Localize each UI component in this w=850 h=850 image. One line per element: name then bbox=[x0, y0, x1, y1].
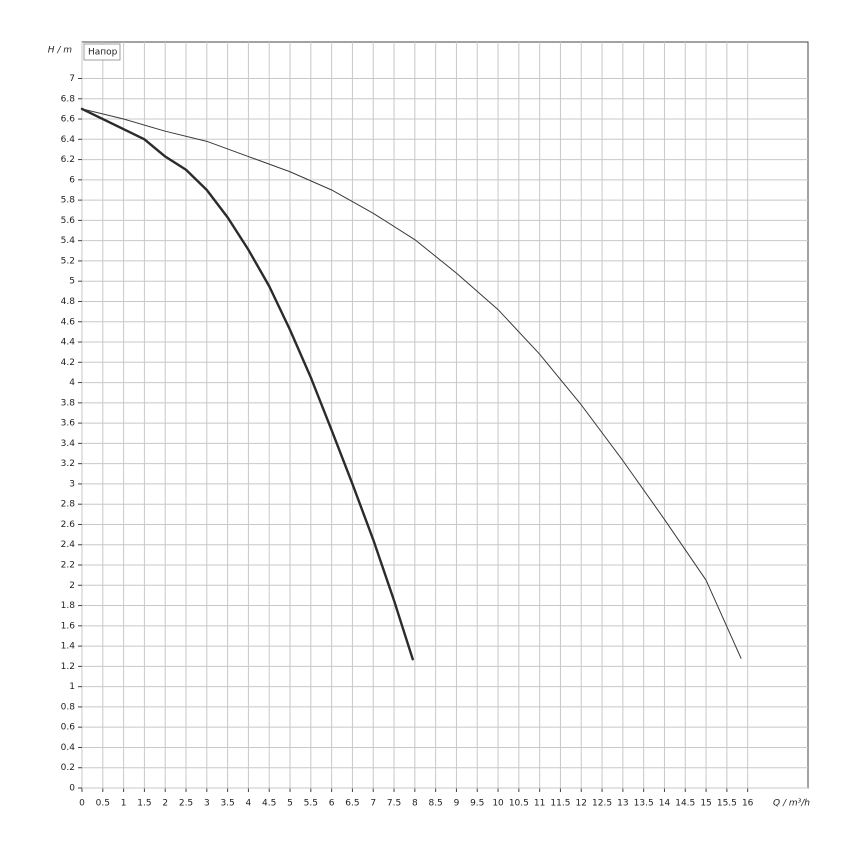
y-tick-label: 5.8 bbox=[61, 196, 76, 206]
x-tick-label: 5 bbox=[287, 799, 293, 809]
y-tick-label: 6.8 bbox=[61, 94, 76, 104]
y-tick-label: 1.2 bbox=[61, 662, 75, 672]
y-tick-label: 0.8 bbox=[61, 702, 76, 712]
y-tick-label: 2.4 bbox=[61, 540, 76, 550]
x-tick-label: 6 bbox=[329, 799, 335, 809]
y-tick-label: 6.4 bbox=[61, 135, 76, 145]
x-tick-label: 8 bbox=[412, 799, 418, 809]
y-tick-label: 5 bbox=[69, 277, 75, 287]
y-axis-label: H / m bbox=[48, 46, 73, 56]
x-tick-label: 15.5 bbox=[717, 799, 737, 809]
x-tick-label: 10.5 bbox=[509, 799, 529, 809]
y-tick-label: 2.8 bbox=[61, 500, 76, 510]
x-tick-label: 5.5 bbox=[304, 799, 318, 809]
y-tick-label: 1 bbox=[69, 682, 75, 692]
curve bbox=[80, 107, 414, 661]
y-tick-label: 6.2 bbox=[61, 155, 75, 165]
x-tick-label: 15 bbox=[700, 799, 711, 809]
curve bbox=[81, 108, 742, 659]
x-tick-label: 2.5 bbox=[179, 799, 193, 809]
y-tick-label: 0 bbox=[69, 784, 75, 794]
y-tick-label: 4.2 bbox=[61, 358, 75, 368]
x-tick-label: 4.5 bbox=[262, 799, 276, 809]
x-tick-label: 11.5 bbox=[550, 799, 570, 809]
x-tick-label: 14.5 bbox=[675, 799, 695, 809]
y-tick-label: 0.6 bbox=[61, 723, 76, 733]
y-tick-label: 2.6 bbox=[61, 520, 76, 530]
annotation-box bbox=[83, 43, 121, 61]
x-tick-label: 2 bbox=[162, 799, 168, 809]
x-tick-label: 13.5 bbox=[634, 799, 654, 809]
y-tick-label: 2.2 bbox=[61, 561, 75, 571]
y-tick-label: 3.2 bbox=[61, 459, 75, 469]
grid bbox=[78, 42, 808, 792]
y-tick-label: 3 bbox=[69, 479, 75, 489]
y-tick-label: 5.2 bbox=[61, 256, 75, 266]
x-tick-label: 6.5 bbox=[345, 799, 359, 809]
x-tick-label: 1.5 bbox=[137, 799, 151, 809]
x-tick-label: 16 bbox=[742, 799, 754, 809]
x-tick-label: 12.5 bbox=[592, 799, 612, 809]
lines bbox=[80, 107, 742, 661]
y-tick-label: 1.4 bbox=[61, 642, 76, 652]
annotation: Напор bbox=[88, 48, 118, 58]
x-tick-label: 0.5 bbox=[96, 799, 110, 809]
y-tick-label: 3.4 bbox=[61, 439, 76, 449]
x-tick-label: 3 bbox=[204, 799, 210, 809]
y-tick-label: 0.2 bbox=[61, 763, 75, 773]
x-tick-label: 10 bbox=[492, 799, 504, 809]
y-tick-label: 6 bbox=[69, 175, 75, 185]
y-tick-label: 4.8 bbox=[61, 297, 76, 307]
x-tick-label: 8.5 bbox=[428, 799, 442, 809]
y-tick-label: 4.6 bbox=[61, 317, 76, 327]
x-tick-label: 7 bbox=[370, 799, 376, 809]
x-tick-label: 12 bbox=[576, 799, 587, 809]
y-tick-label: 1.8 bbox=[61, 601, 76, 611]
x-tick-label: 11 bbox=[534, 799, 545, 809]
x-tick-label: 13 bbox=[617, 799, 628, 809]
x-tick-label: 9 bbox=[454, 799, 460, 809]
x-tick-label: 4 bbox=[246, 799, 252, 809]
y-tick-label: 0.4 bbox=[61, 743, 76, 753]
x-tick-label: 0 bbox=[79, 799, 85, 809]
x-axis-label: Q / m³/h bbox=[773, 799, 810, 809]
x-tick-label: 7.5 bbox=[387, 799, 401, 809]
y-tick-label: 6.6 bbox=[61, 115, 76, 125]
y-tick-label: 3.6 bbox=[61, 419, 76, 429]
y-tick-label: 3.8 bbox=[61, 398, 76, 408]
plot-area bbox=[81, 41, 809, 789]
x-tick-label: 3.5 bbox=[220, 799, 234, 809]
x-tick-label: 9.5 bbox=[470, 799, 484, 809]
x-tick-label: 14 bbox=[659, 799, 671, 809]
x-tick-label: 1 bbox=[121, 799, 127, 809]
y-tick-label: 4 bbox=[69, 378, 75, 388]
y-tick-label: 2 bbox=[69, 581, 75, 591]
y-tick-label: 7 bbox=[69, 74, 75, 84]
y-tick-label: 4.4 bbox=[61, 338, 76, 348]
y-tick-label: 1.6 bbox=[61, 621, 76, 631]
y-tick-label: 5.4 bbox=[61, 236, 76, 246]
y-tick-label: 5.6 bbox=[61, 216, 76, 226]
